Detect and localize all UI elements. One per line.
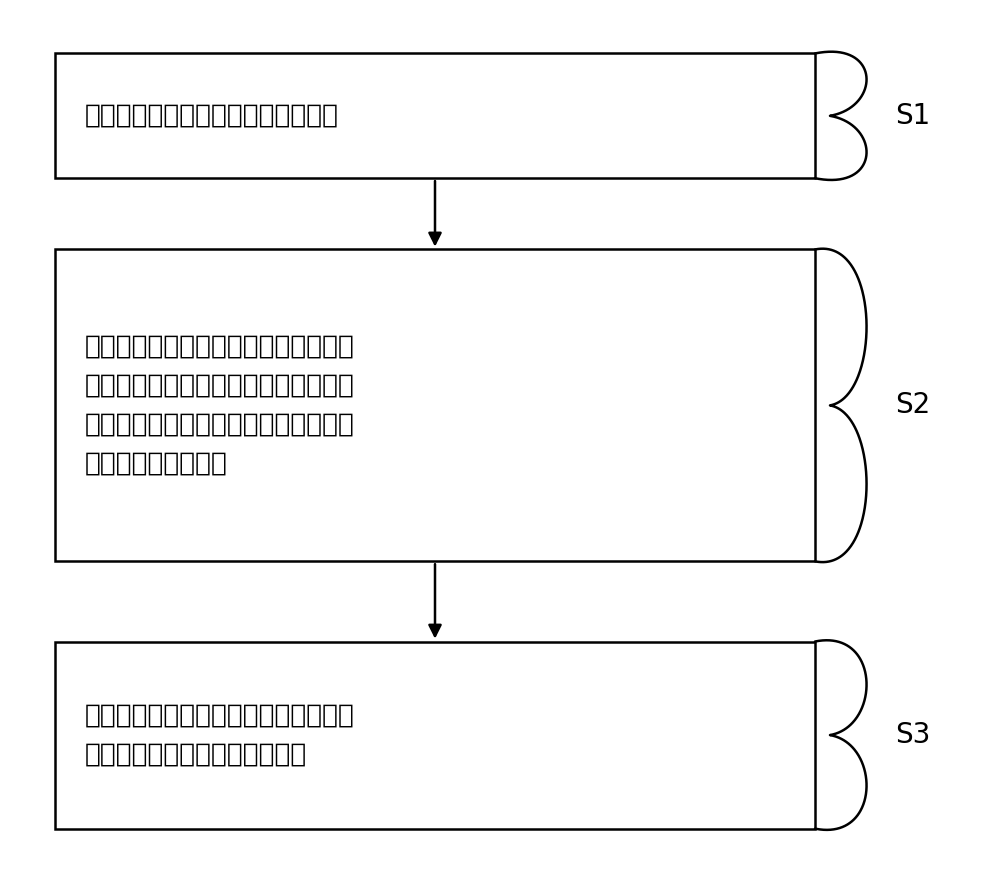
- Text: 根据的检测结果配置造渣剂，将复杂含
铜物料和造渣剂加入反应炉中，加热升
温至预定温度，通入压缩风或富氧空气
搅动进行氧化反应；: 根据的检测结果配置造渣剂，将复杂含 铜物料和造渣剂加入反应炉中，加热升 温至预定…: [85, 334, 355, 477]
- Text: 氧化完成后保温一定时间，之后进行扒
渣，铜液还原后浇铸成阳极板。: 氧化完成后保温一定时间，之后进行扒 渣，铜液还原后浇铸成阳极板。: [85, 703, 355, 767]
- Text: S2: S2: [895, 391, 930, 420]
- Text: S1: S1: [895, 102, 930, 130]
- Text: S3: S3: [895, 721, 930, 749]
- Bar: [55, 53, 815, 178]
- Bar: [55, 642, 815, 829]
- Bar: [55, 249, 815, 561]
- Text: 检测复杂含铜物料中铜和铁的含量；: 检测复杂含铜物料中铜和铁的含量；: [85, 102, 339, 129]
